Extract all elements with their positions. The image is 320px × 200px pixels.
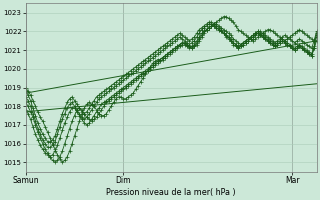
X-axis label: Pression niveau de la mer( hPa ): Pression niveau de la mer( hPa )	[106, 188, 236, 197]
